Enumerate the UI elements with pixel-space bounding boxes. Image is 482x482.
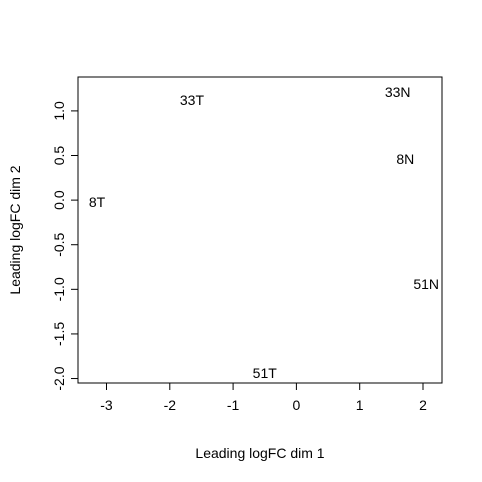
point-label: 8T xyxy=(89,194,106,210)
x-tick-label: -2 xyxy=(164,397,177,413)
point-labels: 33T 33N 8N 8T 51N 51T xyxy=(89,84,439,381)
x-tick-label: -3 xyxy=(100,397,113,413)
x-tick-label: 1 xyxy=(356,397,364,413)
x-tick-label: 0 xyxy=(293,397,301,413)
y-tick-label: -1.5 xyxy=(51,322,67,346)
x-axis-label: Leading logFC dim 1 xyxy=(195,445,324,461)
y-axis-label: Leading logFC dim 2 xyxy=(7,165,23,294)
x-tick-label: -1 xyxy=(227,397,240,413)
x-axis: -3 -2 -1 0 1 2 xyxy=(100,383,427,413)
point-label: 51N xyxy=(413,276,439,292)
plot-frame xyxy=(77,76,443,384)
y-tick-label: -0.5 xyxy=(51,232,67,256)
point-label: 8N xyxy=(396,151,414,167)
y-tick-label: 0.0 xyxy=(51,190,67,210)
y-tick-label: 0.5 xyxy=(51,146,67,166)
y-tick-label: -1.0 xyxy=(51,277,67,301)
point-label: 33T xyxy=(180,92,205,108)
point-label: 33N xyxy=(385,84,411,100)
point-label: 51T xyxy=(253,365,278,381)
y-tick-label: 1.0 xyxy=(51,101,67,121)
y-axis: -2.0 -1.5 -1.0 -0.5 0.0 0.5 1.0 xyxy=(51,101,78,391)
x-tick-label: 2 xyxy=(419,397,427,413)
y-tick-label: -2.0 xyxy=(51,366,67,390)
